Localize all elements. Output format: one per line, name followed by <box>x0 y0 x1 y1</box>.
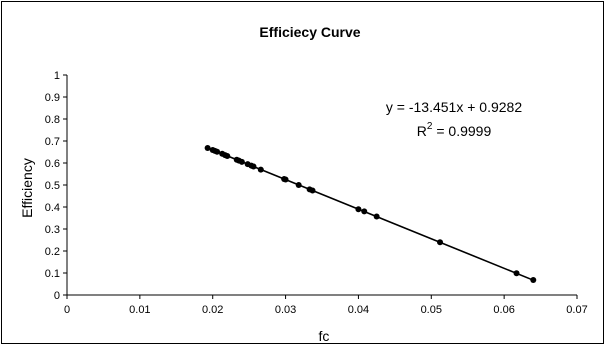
tick-labels-layer: 0 0.1 0.2 0.3 0.4 0.5 0.6 0.7 0.8 0.9 1 0 0.01 0.02 0.… <box>45 70 588 316</box>
y-tick-label: 0.8 <box>45 114 60 126</box>
data-point <box>530 277 537 284</box>
data-point <box>238 158 245 165</box>
x-tick-label: 0.04 <box>348 304 369 316</box>
r-squared-value: = 0.9999 <box>432 123 491 139</box>
data-point <box>513 270 520 277</box>
r-squared-superscript: 2 <box>427 121 433 132</box>
r-squared-label: R2 = 0.9999 <box>417 121 492 139</box>
y-tick-label: 0.3 <box>45 224 60 236</box>
x-tick-label: 0.05 <box>421 304 442 316</box>
trendline-layer <box>207 147 534 281</box>
data-point <box>257 166 264 173</box>
linear-trendline <box>207 147 534 281</box>
data-point <box>295 182 302 188</box>
data-point <box>250 163 257 170</box>
y-tick-label: 0.7 <box>45 136 60 148</box>
y-tick-label: 0.1 <box>45 268 60 280</box>
data-point <box>437 239 444 246</box>
y-tick-label: 0.5 <box>45 180 60 192</box>
trendline-equation: y = -13.451x + 0.9282 <box>386 99 522 115</box>
y-tick-label: 1 <box>54 70 60 82</box>
data-points-layer <box>204 145 537 284</box>
data-point <box>361 208 368 215</box>
data-point <box>282 176 289 183</box>
x-tick-label: 0.06 <box>493 304 514 316</box>
x-tick-label: 0 <box>64 304 70 316</box>
data-point <box>355 206 362 213</box>
y-tick-label: 0 <box>54 290 60 302</box>
x-tick-label: 0.07 <box>566 304 587 316</box>
y-axis-title: Efficiency <box>19 158 35 218</box>
data-point <box>224 152 231 159</box>
y-tick-label: 0.9 <box>45 92 60 104</box>
x-tick-label: 0.02 <box>202 304 223 316</box>
axes-layer <box>63 74 578 299</box>
data-point <box>373 213 380 220</box>
chart-title: Efficiecy Curve <box>259 24 360 40</box>
y-tick-label: 0.6 <box>45 158 60 170</box>
y-tick-label: 0.4 <box>45 202 60 214</box>
x-tick-label: 0.03 <box>275 304 296 316</box>
r-squared-prefix: R <box>417 123 427 139</box>
x-axis-title: fc <box>319 328 330 344</box>
y-tick-label: 0.2 <box>45 246 60 258</box>
data-point <box>214 148 221 155</box>
data-point <box>309 187 316 194</box>
data-point <box>204 145 211 152</box>
x-tick-label: 0.01 <box>129 304 150 316</box>
